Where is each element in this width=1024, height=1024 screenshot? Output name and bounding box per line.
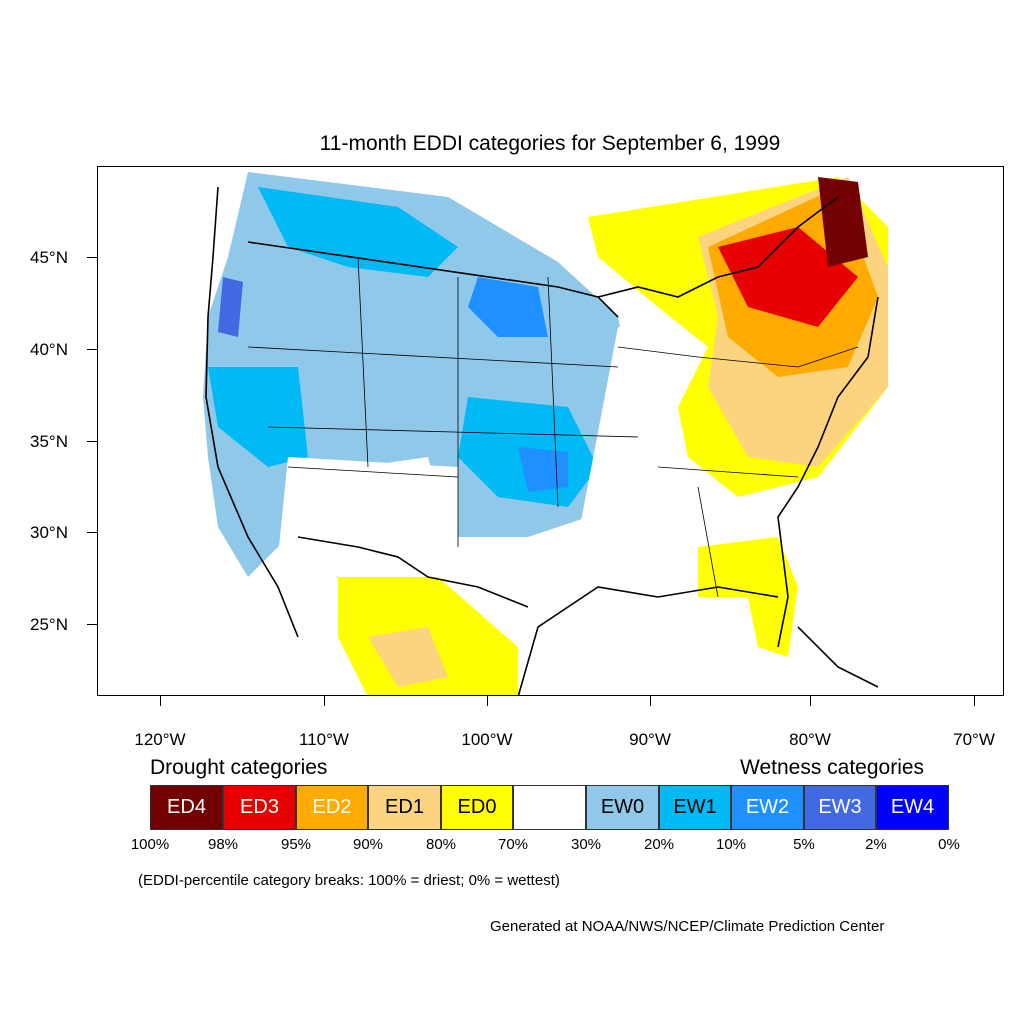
wet-region-ew3-oregon bbox=[218, 277, 243, 337]
wet-region-ew2-dakotas bbox=[468, 277, 548, 337]
legend-break-label: 98% bbox=[207, 836, 239, 853]
lon-tick bbox=[650, 696, 651, 706]
lat-tick bbox=[87, 349, 97, 350]
lon-label-110: 110°W bbox=[299, 730, 349, 749]
wetness-legend-title: Wetness categories bbox=[740, 756, 925, 779]
lon-tick bbox=[324, 696, 325, 706]
legend-break-label: 95% bbox=[280, 836, 312, 853]
lat-label-25: 25°N bbox=[30, 615, 68, 634]
dry-region-ed1-mexico bbox=[368, 627, 448, 687]
normal-region-southeast bbox=[578, 327, 818, 607]
lon-label-70: 70°W bbox=[953, 730, 995, 749]
legend-break-label: 10% bbox=[715, 836, 747, 853]
dry-region-ed0-southeast bbox=[698, 537, 798, 657]
dry-region-ed3 bbox=[718, 227, 858, 327]
lon-label-90: 90°W bbox=[629, 730, 671, 749]
legend-break-label: 90% bbox=[352, 836, 384, 853]
coastlines bbox=[205, 186, 879, 695]
legend-break-label: 5% bbox=[793, 836, 815, 853]
lat-label-30: 30°N bbox=[30, 523, 68, 542]
legend-swatch-ew0: EW0 bbox=[586, 785, 659, 830]
legend-break-label: 30% bbox=[570, 836, 602, 853]
legend-break-label: 70% bbox=[497, 836, 529, 853]
map-panel bbox=[97, 166, 1004, 696]
legend-break-label: 0% bbox=[938, 836, 960, 853]
legend-break-label: 80% bbox=[425, 836, 457, 853]
lat-tick bbox=[87, 257, 97, 258]
lon-label-80: 80°W bbox=[789, 730, 831, 749]
lat-label-40: 40°N bbox=[30, 340, 68, 359]
category-note: (EDDI-percentile category breaks: 100% =… bbox=[138, 872, 560, 889]
legend-swatch-ed1: ED1 bbox=[368, 785, 441, 830]
map-title: 11-month EDDI categories for September 6… bbox=[319, 132, 781, 155]
legend-swatch-ew4: EW4 bbox=[876, 785, 949, 830]
legend-swatch-ed4: ED4 bbox=[150, 785, 223, 830]
lat-label-45: 45°N bbox=[30, 248, 68, 267]
legend-swatch-ew1: EW1 bbox=[659, 785, 731, 830]
lon-label-120: 120°W bbox=[134, 730, 186, 749]
lat-tick bbox=[87, 624, 97, 625]
legend-swatch-ew2: EW2 bbox=[731, 785, 804, 830]
normal-region-southwest bbox=[278, 457, 458, 587]
legend-swatch-ed2: ED2 bbox=[296, 785, 368, 830]
lon-tick bbox=[810, 696, 811, 706]
lon-tick bbox=[160, 696, 161, 706]
legend-break-label: 2% bbox=[865, 836, 887, 853]
lon-tick bbox=[487, 696, 488, 706]
credit-text: Generated at NOAA/NWS/NCEP/Climate Predi… bbox=[490, 918, 885, 935]
state-borders bbox=[247, 256, 859, 598]
legend-break-label: 100% bbox=[130, 836, 170, 853]
lat-tick bbox=[87, 441, 97, 442]
lat-label-35: 35°N bbox=[30, 432, 68, 451]
legend-swatch-normal bbox=[513, 785, 586, 830]
wet-region-ew1-west bbox=[208, 367, 308, 467]
lat-tick bbox=[87, 532, 97, 533]
legend-swatch-ew3: EW3 bbox=[804, 785, 876, 830]
drought-legend-title: Drought categories bbox=[150, 756, 328, 779]
legend-swatch-ed0: ED0 bbox=[441, 785, 513, 830]
wet-region-ew1-north bbox=[258, 187, 458, 277]
legend-break-label: 20% bbox=[643, 836, 675, 853]
dry-region-ed4 bbox=[818, 177, 868, 267]
lon-tick bbox=[974, 696, 975, 706]
lon-label-100: 100°W bbox=[461, 730, 513, 749]
legend-swatch-ed3: ED3 bbox=[223, 785, 296, 830]
map-canvas bbox=[203, 172, 888, 695]
